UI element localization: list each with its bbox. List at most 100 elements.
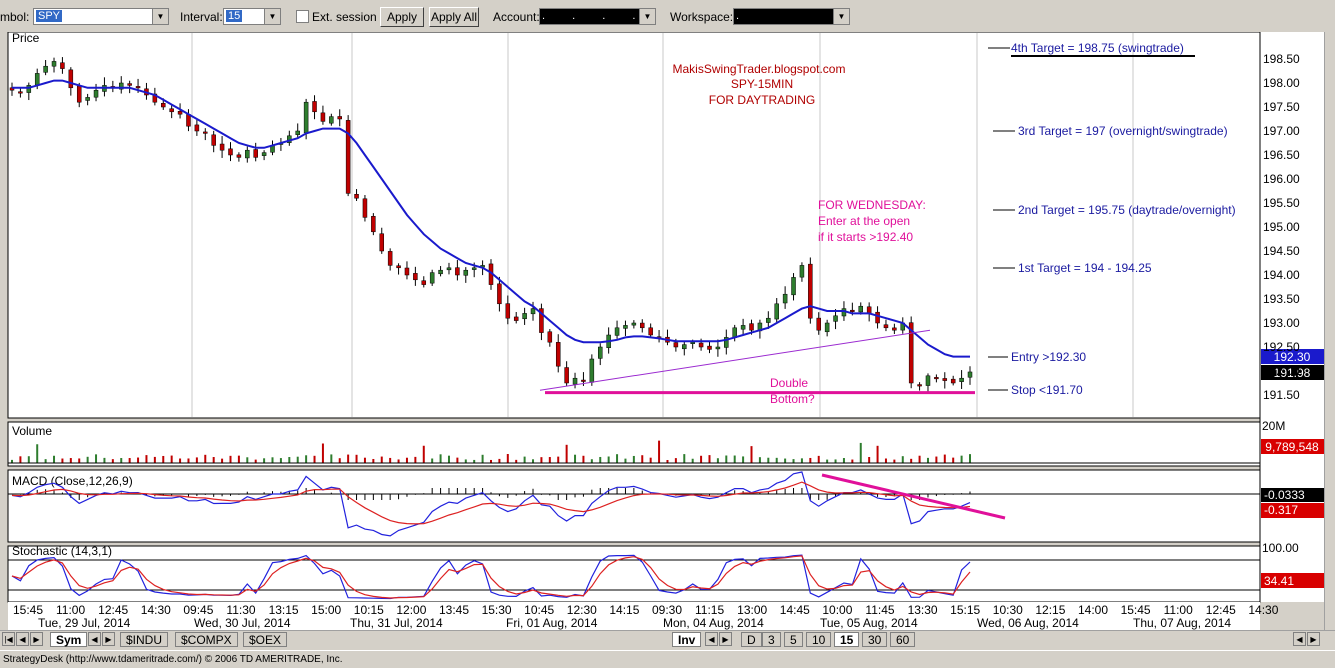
tab-indu[interactable]: $INDU [120, 632, 169, 647]
date-tick-label: Wed, 30 Jul, 2014 [194, 616, 291, 630]
tab-period-15[interactable]: 15 [834, 632, 860, 647]
candle-body [303, 101, 309, 134]
candle-body [463, 269, 469, 276]
candle-body [455, 267, 460, 276]
candle-body [808, 263, 813, 319]
candle-body [782, 293, 788, 304]
double-bottom-label-1: Double [770, 376, 808, 390]
tab-inv[interactable]: Inv [672, 632, 702, 647]
candle-body [934, 377, 939, 380]
time-tick-label: 12:45 [98, 603, 128, 617]
chevron-down-icon[interactable]: ▼ [264, 9, 280, 24]
tab-period-d[interactable]: D [741, 632, 762, 647]
time-tick-label: 15:45 [13, 603, 43, 617]
tab-period-30[interactable]: 30 [862, 632, 888, 647]
macd-readout-b: -0.317 [1264, 503, 1298, 517]
price-tick-label: 193.00 [1263, 316, 1300, 330]
time-tick-label: 15:15 [950, 603, 980, 617]
candle-body [26, 85, 32, 93]
tab-period-10[interactable]: 10 [806, 632, 832, 647]
tab-compx[interactable]: $COMPX [175, 632, 238, 647]
vertical-scrollbar[interactable] [1324, 32, 1335, 630]
price-tick-label: 194.50 [1263, 244, 1300, 258]
scroll-right-icon[interactable]: ▶ [1307, 632, 1320, 646]
scroll-left-icon[interactable]: ◀ [1293, 632, 1306, 646]
candle-body [371, 216, 376, 233]
macd-pane-title: MACD (Close,12,26,9) [12, 474, 133, 488]
candle-body [631, 322, 637, 326]
prev-arrow-icon[interactable]: ◀ [16, 632, 29, 646]
candle-body [673, 342, 679, 348]
candle-body [875, 311, 880, 324]
next-arrow-icon[interactable]: ▶ [30, 632, 43, 646]
time-tick-label: 10:00 [822, 603, 852, 617]
stoch-top-label: 100.00 [1262, 541, 1299, 555]
next-arrow-icon[interactable]: ▶ [719, 632, 732, 646]
price-readout-blue: 192.30 [1274, 350, 1311, 364]
candle-body [824, 322, 830, 333]
candle-body [471, 267, 477, 270]
prev-arrow-icon[interactable]: ◀ [88, 632, 101, 646]
candle-body [766, 317, 771, 323]
tab-period-3[interactable]: 3 [762, 632, 781, 647]
tab-period-5[interactable]: 5 [784, 632, 803, 647]
stoch-pane-title: Stochastic (14,3,1) [12, 544, 112, 558]
price-tick-label: 194.00 [1263, 268, 1300, 282]
candle-body [833, 315, 838, 322]
candle-body [682, 344, 687, 350]
time-tick-label: 12:15 [1035, 603, 1065, 617]
candle-body [547, 331, 553, 343]
first-arrow-icon[interactable]: |◀ [2, 632, 15, 646]
candle-body [236, 154, 242, 158]
chevron-down-icon[interactable]: ▼ [152, 9, 168, 24]
tab-sym[interactable]: Sym [50, 632, 88, 647]
tab-oex[interactable]: $OEX [243, 632, 288, 647]
chart-area: Price Volume MACD (Close,12,26,9) Stocha… [0, 31, 1324, 633]
candle-body [799, 265, 805, 278]
account-combo[interactable]: . . . . ▼ [539, 8, 656, 25]
time-tick-label: 13:30 [908, 603, 938, 617]
candle-body [345, 120, 351, 194]
candle-body [749, 323, 754, 331]
stoch-k-line [11, 554, 971, 600]
candle-body [623, 325, 628, 329]
candle-body [228, 148, 233, 156]
ext-session-checkbox[interactable] [296, 10, 309, 23]
trendline [539, 329, 931, 391]
candle-body [429, 272, 435, 284]
next-arrow-icon[interactable]: ▶ [102, 632, 115, 646]
macd-readout-a: -0.0333 [1264, 488, 1305, 502]
candle-body [539, 308, 544, 333]
candle-body [261, 152, 267, 156]
candle-body [413, 273, 418, 281]
candle-body [396, 265, 401, 269]
symbol-combo[interactable]: SPY ▼ [33, 8, 169, 25]
date-tick-label: Tue, 05 Aug, 2014 [820, 616, 918, 630]
chevron-down-icon[interactable]: ▼ [833, 9, 849, 24]
apply-button[interactable]: Apply [380, 7, 424, 27]
interval-combo[interactable]: 15 ▼ [223, 8, 281, 25]
candle-body [194, 124, 200, 132]
bottom-tab-bar: |◀ ◀ ▶ Sym ◀ ▶ $INDU $COMPX $OEX Inv ◀ ▶… [0, 630, 1335, 648]
tab-period-60[interactable]: 60 [890, 632, 916, 647]
price-tick-label: 195.00 [1263, 220, 1300, 234]
time-tick-label: 14:45 [780, 603, 810, 617]
price-tick-label: 198.50 [1263, 52, 1300, 66]
time-tick-label: 12:45 [1206, 603, 1236, 617]
candle-body [908, 322, 914, 384]
candle-body [648, 327, 653, 336]
chevron-down-icon[interactable]: ▼ [639, 9, 655, 24]
candle-body [329, 116, 334, 124]
candle-body [513, 316, 519, 321]
candle-body [362, 198, 368, 218]
candle-body [959, 377, 964, 382]
price-pane-title: Price [12, 32, 40, 45]
apply-all-button[interactable]: Apply All [429, 7, 479, 27]
workspace-combo[interactable]: . ▼ [733, 8, 850, 25]
chart-svg[interactable]: Price Volume MACD (Close,12,26,9) Stocha… [0, 31, 1324, 630]
price-readout-black: 191.98 [1274, 366, 1311, 380]
candle-body [707, 345, 712, 350]
candle-body [337, 116, 342, 120]
candle-body [640, 322, 645, 329]
prev-arrow-icon[interactable]: ◀ [705, 632, 718, 646]
